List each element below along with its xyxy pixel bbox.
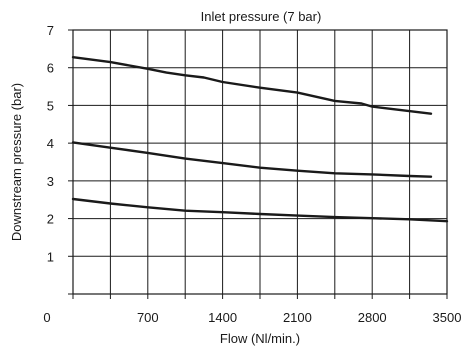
y-tick-label: 7 (47, 23, 54, 38)
x-tick-label: 1400 (208, 310, 237, 325)
series-line-3 (71, 197, 449, 223)
x-tick-label: 2800 (358, 310, 387, 325)
x-tick-label: 0 (43, 310, 50, 325)
series (71, 56, 449, 223)
ticks: 0 700 1400 2100 2800 3500 1 2 3 4 5 6 7 (43, 23, 461, 325)
x-tick-label: 2100 (283, 310, 312, 325)
y-tick-label: 1 (47, 249, 54, 264)
y-tick-label: 4 (47, 136, 54, 151)
x-tick-label: 3500 (433, 310, 462, 325)
series-line-1 (71, 56, 433, 115)
series-line-2 (71, 141, 433, 178)
y-tick-label: 5 (47, 98, 54, 113)
x-axis-title: Flow (Nl/min.) (220, 331, 300, 346)
x-tick-label: 700 (137, 310, 159, 325)
y-tick-label: 3 (47, 174, 54, 189)
chart-title: Inlet pressure (7 bar) (201, 9, 322, 24)
grid (73, 30, 447, 294)
y-tick-label: 2 (47, 212, 54, 227)
y-axis-title: Downstream pressure (bar) (9, 83, 24, 241)
y-tick-label: 6 (47, 61, 54, 76)
